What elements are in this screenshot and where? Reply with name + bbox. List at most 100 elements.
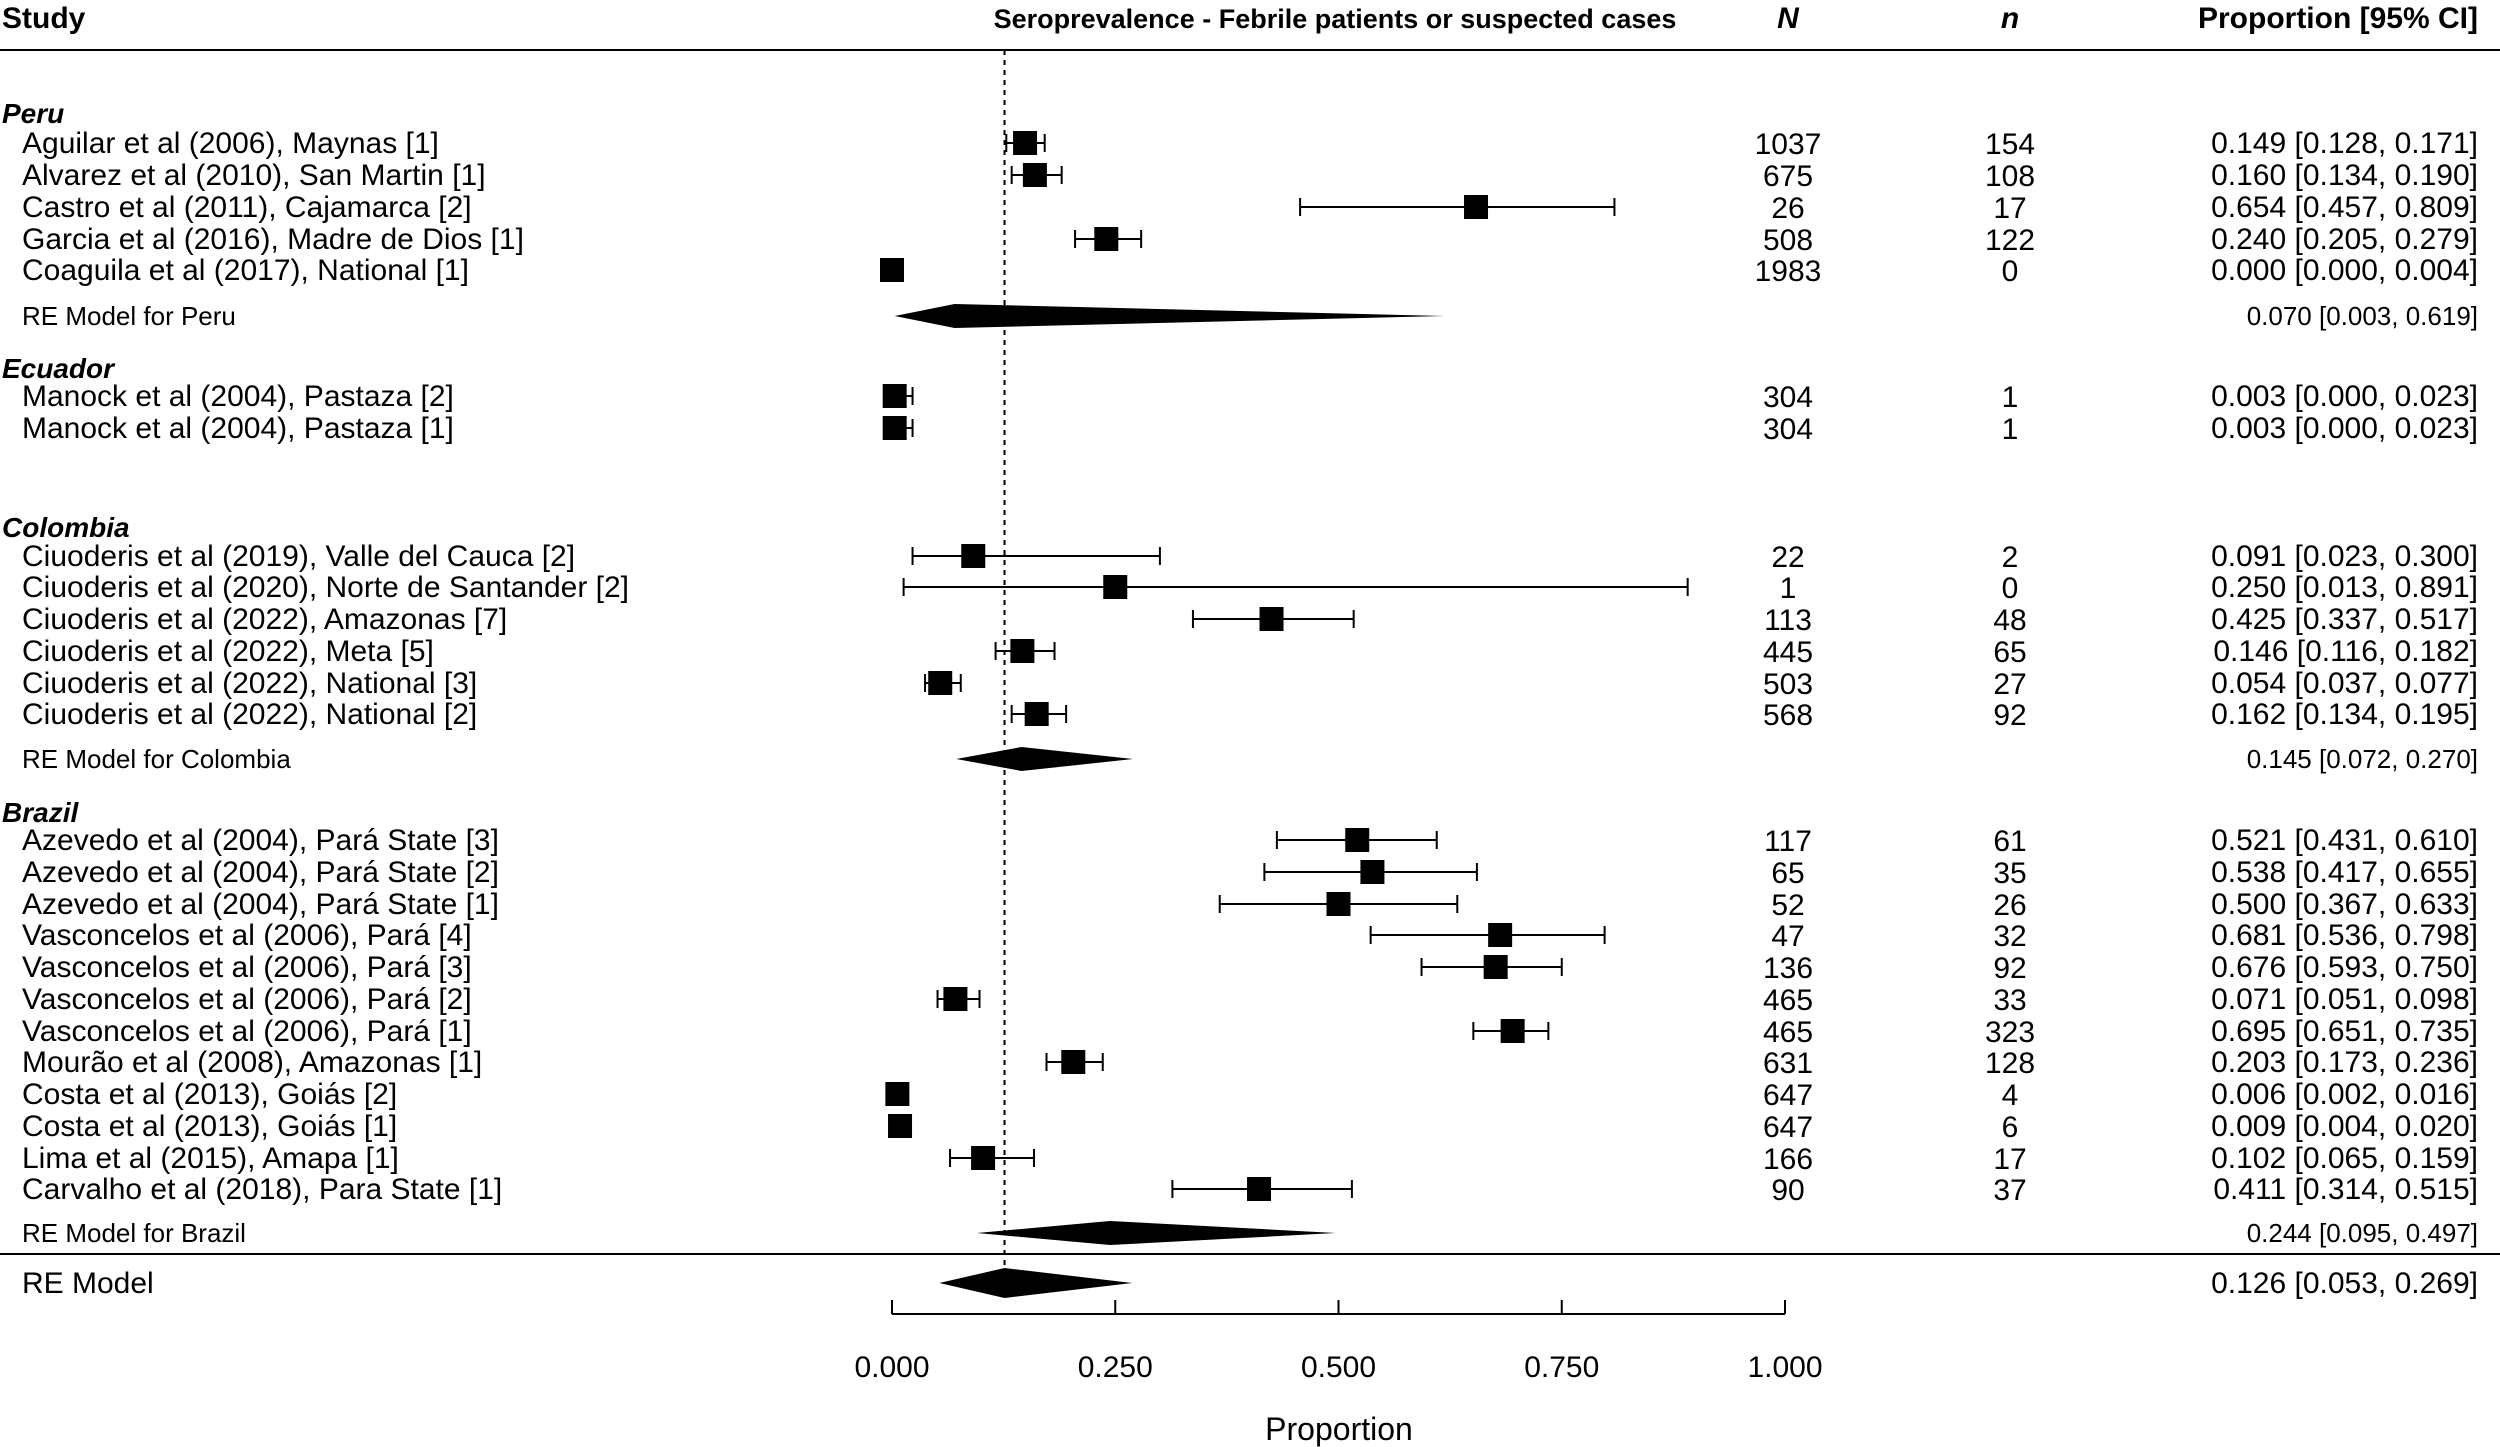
x-tick-label: 0.000 <box>854 1351 929 1384</box>
point-estimate <box>1488 923 1513 947</box>
re-model-ci-text: 0.070 [0.003, 0.619] <box>2247 301 2478 331</box>
study-label: Manock et al (2004), Pastaza [1] <box>22 412 454 445</box>
re-model-ci-text: 0.145 [0.072, 0.270] <box>2247 744 2478 774</box>
study-n: 122 <box>1985 224 2035 257</box>
study-label: Ciuoderis et al (2022), Meta [5] <box>22 635 434 668</box>
point-estimate <box>961 544 986 568</box>
re-model-diamond <box>976 1221 1336 1245</box>
re-model-label: RE Model for Peru <box>22 301 236 331</box>
re-model-label: RE Model for Brazil <box>22 1218 246 1248</box>
point-estimate <box>1259 607 1284 631</box>
study-n: 35 <box>1993 857 2026 890</box>
study-ci-text: 0.203 [0.173, 0.236] <box>2211 1046 2478 1079</box>
re-model-ci-text: 0.244 [0.095, 0.497] <box>2247 1218 2478 1248</box>
study-n: 1 <box>2002 413 2019 446</box>
point-estimate <box>1061 1050 1086 1074</box>
study-label: Azevedo et al (2004), Pará State [3] <box>22 824 499 857</box>
group-label-colombia: Colombia <box>2 512 130 543</box>
study-n: 33 <box>1993 984 2026 1017</box>
x-tick-label: 0.250 <box>1078 1351 1153 1384</box>
group-label-brazil: Brazil <box>2 797 79 828</box>
group-label-peru: Peru <box>2 98 64 129</box>
study-label: Garcia et al (2016), Madre de Dios [1] <box>22 223 524 256</box>
study-n: 26 <box>1993 889 2026 922</box>
point-estimate <box>1483 955 1508 979</box>
study-ci-text: 0.009 [0.004, 0.020] <box>2211 1110 2478 1143</box>
study-label: Costa et al (2013), Goiás [2] <box>22 1078 397 1111</box>
study-ci-text: 0.425 [0.337, 0.517] <box>2211 603 2478 636</box>
re-model-diamond <box>894 304 1445 328</box>
study-N: 65 <box>1771 857 1804 890</box>
study-N: 47 <box>1771 920 1804 953</box>
study-N: 568 <box>1763 699 1813 732</box>
study-N: 26 <box>1771 192 1804 225</box>
x-axis-label: Proportion <box>1265 1411 1413 1447</box>
N-header: N <box>1777 2 1800 35</box>
study-ci-text: 0.681 [0.536, 0.798] <box>2211 919 2478 952</box>
proportion-header: Proportion [95% CI] <box>2198 2 2478 35</box>
study-ci-text: 0.676 [0.593, 0.750] <box>2211 951 2478 984</box>
re-model-label: RE Model for Colombia <box>22 744 291 774</box>
point-estimate <box>885 1082 910 1106</box>
x-tick-label: 0.500 <box>1301 1351 1376 1384</box>
study-n: 61 <box>1993 825 2026 858</box>
study-N: 117 <box>1764 825 1812 858</box>
study-N: 465 <box>1763 1016 1813 1049</box>
study-label: Vasconcelos et al (2006), Pará [1] <box>22 1015 472 1048</box>
study-ci-text: 0.500 [0.367, 0.633] <box>2211 888 2478 921</box>
study-label: Manock et al (2004), Pastaza [2] <box>22 380 454 413</box>
study-N: 304 <box>1763 413 1813 446</box>
header-row: Study Seroprevalence - Febrile patients … <box>2 2 2478 35</box>
study-label: Ciuoderis et al (2022), Amazonas [7] <box>22 603 507 636</box>
point-estimate <box>888 1114 913 1138</box>
study-n: 17 <box>1993 192 2026 225</box>
study-ci-text: 0.003 [0.000, 0.023] <box>2211 412 2478 445</box>
study-n: 37 <box>1993 1174 2026 1207</box>
study-label: Costa et al (2013), Goiás [1] <box>22 1110 397 1143</box>
study-n: 323 <box>1985 1016 2035 1049</box>
study-N: 465 <box>1763 984 1813 1017</box>
study-label: Ciuoderis et al (2020), Norte de Santand… <box>22 571 629 604</box>
group-label-ecuador: Ecuador <box>2 353 116 384</box>
study-N: 445 <box>1763 636 1813 669</box>
chart-title: Seroprevalence - Febrile patients or sus… <box>994 4 1677 34</box>
overall-ci-text: 0.126 [0.053, 0.269] <box>2211 1267 2478 1300</box>
study-label: Carvalho et al (2018), Para State [1] <box>22 1173 502 1206</box>
study-N: 90 <box>1771 1174 1804 1207</box>
study-N: 647 <box>1763 1079 1813 1112</box>
study-n: 27 <box>1993 668 2026 701</box>
study-n: 6 <box>2002 1111 2019 1144</box>
study-ci-text: 0.146 [0.116, 0.182] <box>2213 635 2478 668</box>
x-tick-label: 0.750 <box>1524 1351 1599 1384</box>
point-estimate <box>928 671 953 695</box>
study-ci-text: 0.250 [0.013, 0.891] <box>2211 571 2478 604</box>
study-n: 154 <box>1985 128 2035 161</box>
study-N: 52 <box>1771 889 1804 922</box>
study-N: 647 <box>1763 1111 1813 1144</box>
point-estimate <box>1013 131 1038 155</box>
study-n: 4 <box>2002 1079 2019 1112</box>
n-header: n <box>2001 2 2019 35</box>
point-estimate <box>1094 227 1119 251</box>
study-label: Vasconcelos et al (2006), Pará [2] <box>22 983 472 1016</box>
study-ci-text: 0.411 [0.314, 0.515] <box>2213 1173 2478 1206</box>
x-tick-label: 1.000 <box>1747 1351 1822 1384</box>
study-label: Castro et al (2011), Cajamarca [2] <box>22 191 472 224</box>
study-ci-text: 0.162 [0.134, 0.195] <box>2211 698 2478 731</box>
study-n: 128 <box>1985 1047 2035 1080</box>
study-N: 1037 <box>1755 128 1822 161</box>
study-N: 1 <box>1780 572 1797 605</box>
study-N: 22 <box>1771 541 1804 574</box>
study-ci-text: 0.695 [0.651, 0.735] <box>2211 1015 2478 1048</box>
point-estimate <box>1022 163 1047 187</box>
study-n: 108 <box>1985 160 2035 193</box>
study-ci-text: 0.071 [0.051, 0.098] <box>2211 983 2478 1016</box>
study-ci-text: 0.149 [0.128, 0.171] <box>2211 127 2478 160</box>
point-estimate <box>1326 892 1351 916</box>
study-ci-text: 0.006 [0.002, 0.016] <box>2211 1078 2478 1111</box>
point-estimate <box>1247 1177 1272 1201</box>
study-label: Ciuoderis et al (2022), National [2] <box>22 698 477 731</box>
point-estimate <box>1010 639 1035 663</box>
point-estimate <box>1024 702 1049 726</box>
point-estimate <box>880 258 904 282</box>
